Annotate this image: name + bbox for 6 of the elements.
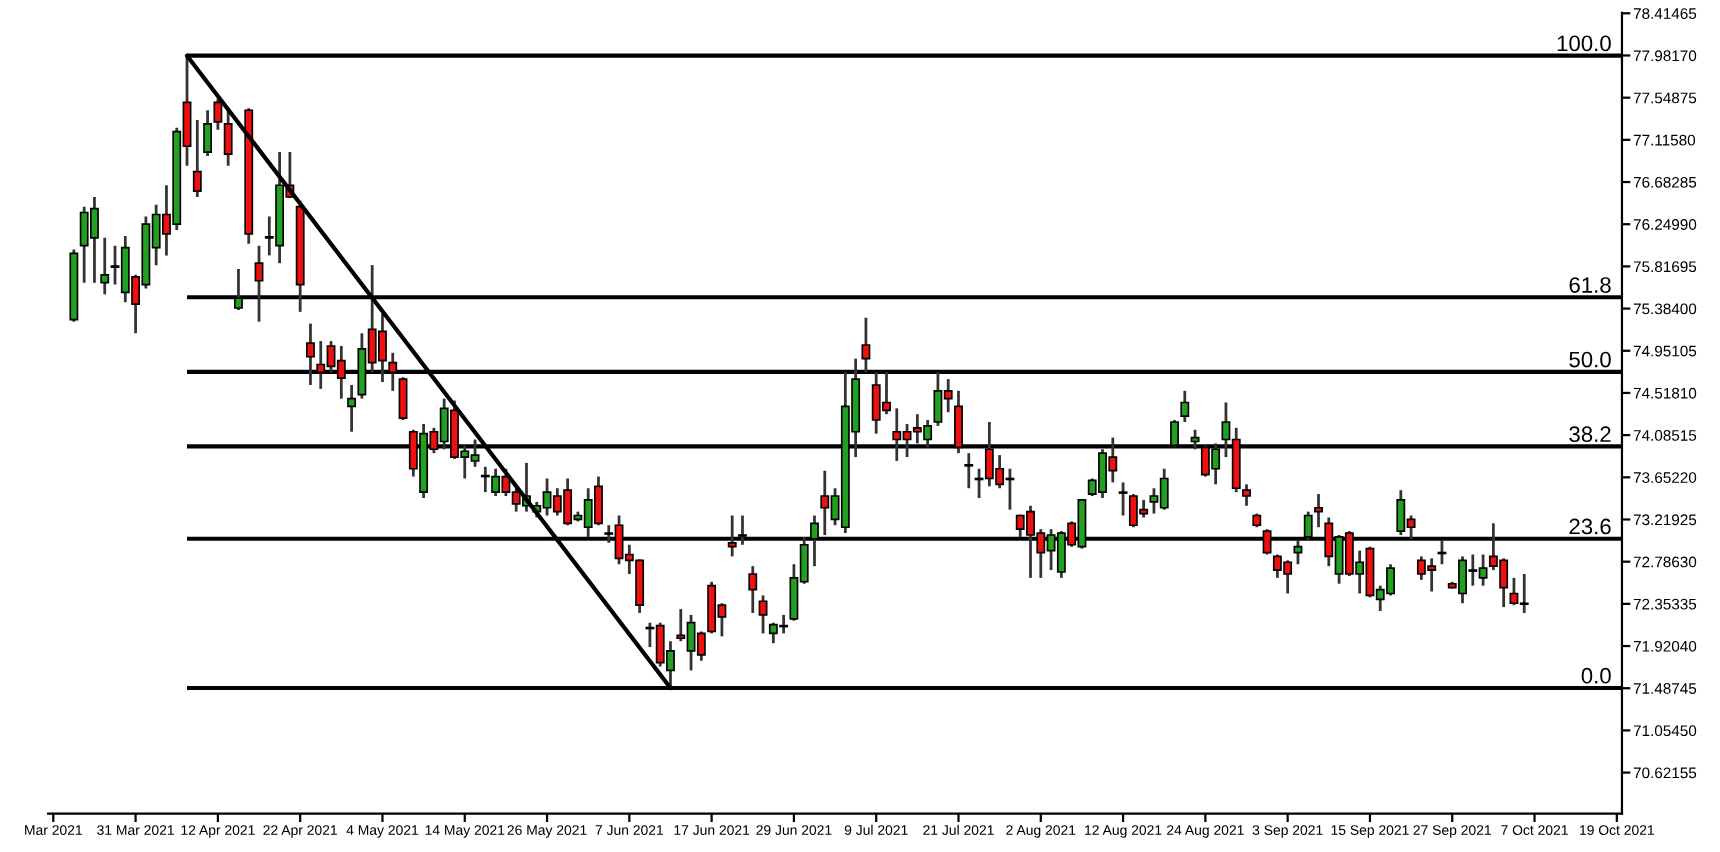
annotation: 0.0: [1581, 667, 1611, 684]
annotation: 61.8: [1569, 277, 1611, 293]
annotation: 100.0: [1557, 35, 1611, 52]
annotation: 23.6: [1569, 518, 1611, 535]
annotation: 50.0: [1569, 351, 1611, 368]
annotation: 38.2: [1569, 426, 1611, 443]
